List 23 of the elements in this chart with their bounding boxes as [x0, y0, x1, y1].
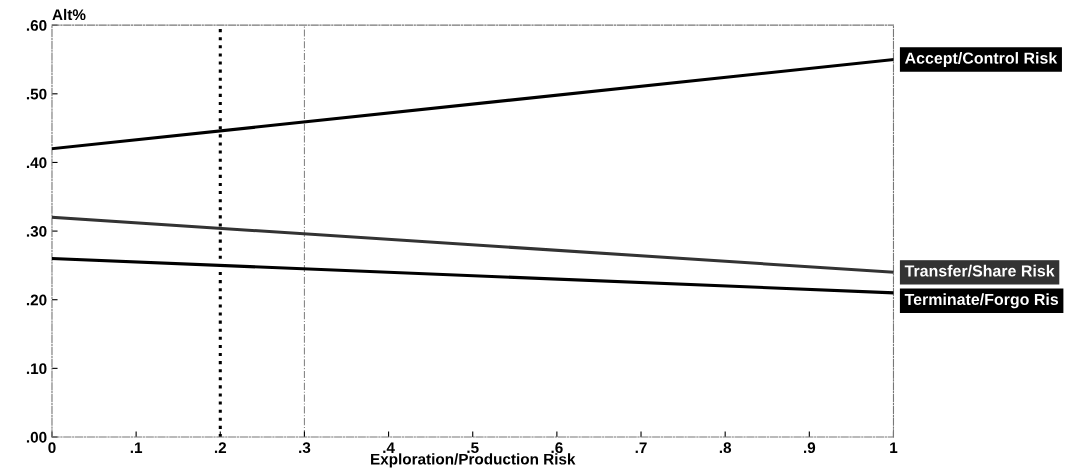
x-tick-label: .7 — [635, 442, 647, 453]
y-tick-label: .10 — [26, 363, 47, 375]
x-tick-label: 1 — [890, 442, 898, 453]
x-tick-label: .8 — [719, 442, 732, 454]
x-tick-label: .4 — [383, 442, 395, 453]
x-tick-label: .5 — [467, 442, 479, 454]
x-tick-label: .1 — [130, 442, 143, 453]
series-label: Accept/Control Risk — [904, 52, 1058, 67]
x-tick-label: .6 — [551, 442, 563, 454]
x-tick-label: .3 — [299, 442, 311, 454]
series-label: Terminate/Forgo Ris — [904, 293, 1059, 309]
y-axis-title: Alt% — [52, 8, 86, 21]
y-tick-label: .00 — [26, 431, 47, 443]
y-tick-label: .50 — [26, 88, 47, 100]
y-tick-label: .30 — [26, 225, 47, 237]
x-tick-label: .9 — [803, 442, 816, 454]
x-axis-title: Exploration/Production Risk — [371, 453, 576, 468]
x-tick-label: .2 — [214, 442, 227, 453]
series-label: Transfer/Share Risk — [904, 264, 1055, 277]
y-tick-label: .40 — [26, 157, 47, 169]
x-tick-label: 0 — [48, 442, 56, 454]
y-tick-label: .20 — [26, 294, 47, 306]
y-tick-label: .60 — [26, 20, 47, 31]
